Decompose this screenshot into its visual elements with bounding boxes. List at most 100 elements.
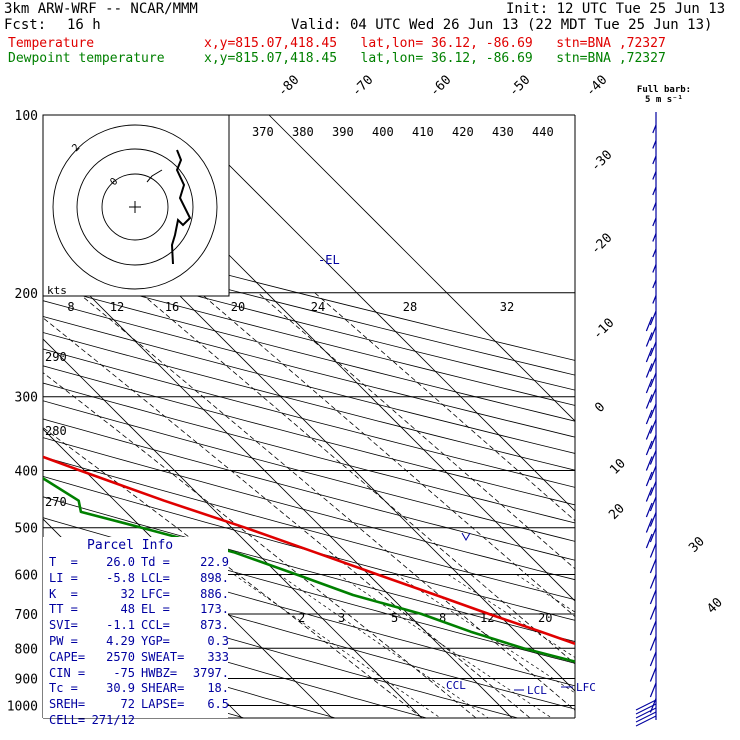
- pressure-label: 400: [15, 465, 38, 480]
- parcel-value: 3797.: [192, 665, 229, 680]
- wind-barb: [645, 502, 653, 518]
- mixing-ratio-line: [338, 574, 552, 718]
- valid-time: Valid: 04 UTC Wed 26 Jun 13 (22 MDT Tue …: [291, 17, 713, 33]
- isotherm-label: 20: [606, 501, 628, 523]
- parcel-key: SREH=: [49, 697, 86, 712]
- legend-dewpoint-location: x,y=815.07,418.45 lat,lon= 36.12, -86.69…: [204, 51, 666, 66]
- parcel-row: LI = -5.8 LCL= 898.: [43, 571, 233, 587]
- theta-label: 440: [532, 125, 554, 139]
- wind-barb: [652, 248, 657, 258]
- dry-adiabat-line: [43, 496, 575, 642]
- parcel-key: Tc =: [49, 681, 78, 696]
- dry-adiabat-line: [43, 226, 575, 361]
- wind-barb: [649, 310, 657, 326]
- wind-barb: [645, 363, 653, 378]
- parcel-key: PW =: [49, 633, 78, 648]
- parcel-value: 18.: [207, 681, 229, 696]
- hodograph-trace: [170, 149, 192, 265]
- wind-barb: [635, 715, 657, 727]
- wind-barb: [649, 434, 657, 450]
- parcel-value: 32: [120, 586, 135, 601]
- pressure-label: 200: [15, 287, 38, 302]
- legend-temperature: Temperature: [8, 36, 95, 51]
- mixing-ratio-line: [516, 574, 575, 613]
- hodograph-ring-label: 12: [110, 300, 124, 314]
- isotherm-label: -70: [349, 73, 376, 100]
- wind-barb: [649, 357, 657, 372]
- hodograph-ring: [52, 124, 218, 290]
- init-time: Init: 12 UTC Tue 25 Jun 13: [506, 1, 726, 17]
- parcel-row: K = 32 LFC= 886.: [43, 587, 233, 603]
- dry-adiabat-line: [43, 607, 427, 718]
- hodograph-storm-motion: [146, 169, 163, 183]
- theta-label: 400: [372, 125, 394, 139]
- pressure-label: 300: [15, 391, 38, 406]
- forecast-label: Fcst:: [4, 17, 47, 33]
- mixing-ratio-label: 2: [298, 611, 305, 625]
- parcel-key: LAPSE=: [141, 697, 185, 712]
- wind-barb: [652, 171, 657, 180]
- wind-barb: [645, 456, 653, 471]
- moist-adiabat-line: [77, 292, 575, 711]
- trace-temperature: [43, 455, 575, 646]
- wind-barb: [649, 636, 657, 651]
- parcel-value: 886.: [200, 586, 229, 601]
- wind-barb: [645, 316, 653, 332]
- wind-barb: [649, 372, 657, 388]
- legend-temperature-location: x,y=815.07,418.45 lat,lon= 36.12, -86.69…: [204, 36, 666, 51]
- parcel-row: T = 26.0 Td = 22.9: [43, 555, 233, 571]
- mixing-ratio-line: [278, 574, 489, 718]
- parcel-row: TT = 48 EL = 173.: [43, 602, 233, 618]
- isotherm-label: -30: [588, 148, 615, 175]
- isotherm-label: -20: [588, 231, 615, 258]
- parcel-value: 873.: [200, 618, 229, 633]
- parcel-key: SWEAT=: [141, 649, 185, 664]
- wind-barb: [649, 620, 657, 636]
- wind-barb: [649, 605, 657, 620]
- mixing-ratio-label: 20: [538, 611, 552, 625]
- pressure-label: 600: [15, 568, 38, 583]
- hodograph-ring-label: 32: [500, 300, 514, 314]
- wind-barb: [649, 481, 657, 496]
- theta-label: 430: [492, 125, 514, 139]
- wind-barb: [645, 347, 653, 363]
- dry-adiabat-line: [43, 583, 518, 718]
- wind-barb: [649, 574, 657, 589]
- wind-barb: [645, 471, 653, 487]
- isotherm-line: [43, 248, 513, 718]
- pressure-label: 900: [15, 672, 38, 687]
- dry-adiabat-label: 280: [45, 424, 67, 438]
- parcel-value: 173.: [200, 602, 229, 617]
- moist-adiabat-line: [43, 317, 531, 718]
- wind-barb: [652, 202, 657, 211]
- parcel-key: SVI=: [49, 618, 78, 633]
- wind-barb: [645, 378, 653, 394]
- theta-label: 390: [332, 125, 354, 139]
- parcel-key: YGP=: [141, 633, 170, 648]
- wind-barb: [649, 527, 657, 543]
- mixing-ratio-label: 3: [338, 611, 345, 625]
- wind-barb: [645, 332, 653, 347]
- mixing-ratio-line: [447, 574, 575, 658]
- parcel-row: Tc = 30.9 SHEAR= 18.: [43, 681, 233, 697]
- wind-barb: [645, 425, 653, 440]
- isotherm-label: 30: [686, 534, 708, 556]
- parcel-value: 22.9: [200, 555, 229, 569]
- moist-adiabat-line: [199, 292, 575, 618]
- parcel-value: 26.0: [106, 555, 135, 569]
- parcel-key: Td =: [141, 555, 170, 569]
- wind-barb: [652, 124, 657, 134]
- isotherm-line: [43, 338, 423, 718]
- parcel-value: 4.29: [106, 633, 135, 648]
- wind-barb: [645, 394, 653, 409]
- dry-adiabat-line: [43, 332, 575, 471]
- wind-barb: [635, 711, 657, 723]
- parcel-key: SHEAR=: [141, 681, 185, 696]
- pressure-label: 1000: [7, 699, 38, 714]
- parcel-key: HWBZ=: [141, 665, 178, 680]
- dry-adiabat-line: [43, 300, 575, 438]
- wind-barb: [649, 419, 657, 434]
- wind-barb: [645, 487, 653, 502]
- moist-adiabat-line: [314, 292, 575, 522]
